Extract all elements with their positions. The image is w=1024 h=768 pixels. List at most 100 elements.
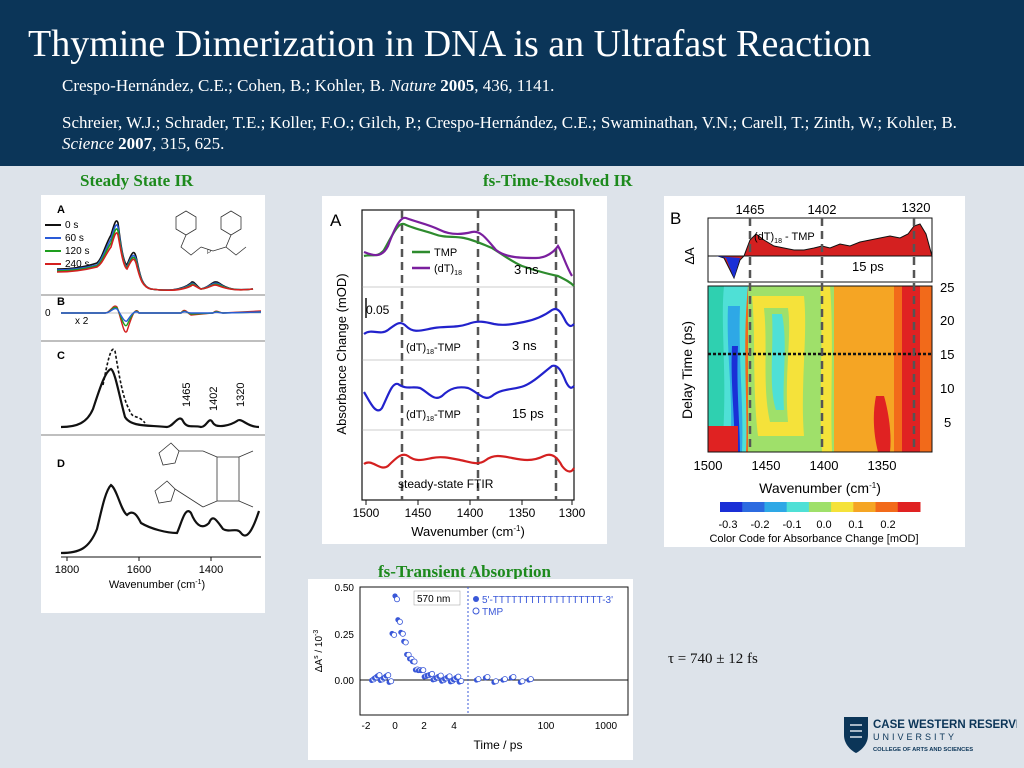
panel-b-xtick-1500: 1500 (694, 458, 723, 473)
scale-x2: x 2 (75, 316, 89, 327)
trace-diff-3ns (363, 307, 575, 335)
label-d: D (57, 458, 65, 470)
logo-college: COLLEGE OF ARTS AND SCIENCES (873, 747, 973, 753)
ta-xtick-1000: 1000 (595, 721, 618, 732)
colorbar-swatch (786, 502, 810, 512)
ta-xtick-m2: -2 (362, 721, 371, 732)
spectrum-60s (56, 224, 254, 291)
difference-240s (61, 305, 262, 333)
legend-60s: 60 s (65, 233, 84, 244)
peak-label-1320: 1320 (902, 200, 931, 215)
panel-b-xtick-1450: 1450 (752, 458, 781, 473)
ytick-20: 20 (940, 313, 954, 328)
colorbar-tick-m02: -0.2 (751, 519, 770, 531)
diff-label-2: (dT)18-TMP (406, 409, 461, 423)
ta-data-points (369, 593, 534, 685)
steady-ir-figure: A 0 s 60 s 120 s 240 s P B 0 x 2 C 1465 … (41, 195, 265, 613)
panel-b-xtick-1400: 1400 (810, 458, 839, 473)
ta-point-tmp (527, 676, 534, 683)
ta-ytick-025: 0.25 (335, 630, 355, 641)
colorbar-tick-02: 0.2 (880, 519, 895, 531)
spectrum-240s (56, 232, 254, 292)
ta-legend-dna: 5'-TTTTTTTTTTTTTTTTTT-3' (482, 595, 613, 606)
spectrum-b-label: (dT)18 - TMP (754, 231, 815, 245)
ta-point-tmp (376, 672, 383, 679)
label-a: A (57, 204, 65, 216)
panel-b-svg: B ΔA 1465 1402 1320 (dT)18 - TMP 15 ps D… (670, 200, 954, 545)
ta-point-tmp (484, 673, 491, 680)
ta-ylabel: ΔAs / 10-3 (313, 630, 325, 673)
thymine-dimer-structure-top: P (175, 210, 247, 256)
legend-240s: 240 s (65, 259, 89, 270)
colorbar (720, 502, 921, 512)
tick-label-1800: 1800 (55, 564, 79, 576)
ta-xtick-100: 100 (538, 721, 555, 732)
spectrum-d (60, 483, 261, 555)
tick-label-1600: 1600 (127, 564, 151, 576)
ref2-journal: Science (62, 134, 114, 153)
colorbar-swatch (764, 502, 788, 512)
logo-name: CASE WESTERN RESERVE (873, 719, 1017, 731)
panel-a-xtick-1450: 1450 (405, 506, 432, 520)
trace-label-15ps: 15 ps (512, 406, 544, 421)
ta-point-tmp (385, 672, 392, 679)
section-steady-ir: Steady State IR (80, 171, 194, 190)
reference-2: Schreier, W.J.; Schrader, T.E.; Koller, … (62, 112, 1002, 154)
colorbar-tick-01: 0.1 (848, 519, 863, 531)
shield-icon (844, 717, 868, 753)
ta-xlabel: Time / ps (474, 738, 523, 752)
cyclobutane-dimer-structure (154, 442, 254, 508)
colorbar-swatch (831, 502, 854, 512)
legend-dt18: (dT)18 (434, 263, 462, 277)
label-b: B (57, 296, 65, 308)
steady-xlabel: Wavenumber (cm-1) (109, 579, 205, 591)
panel-a-dashed-markers (400, 210, 558, 500)
ta-svg: 0.50 0.25 0.00 ΔAs / 10-3 570 nm 5'-TTTT… (313, 583, 629, 752)
logo-university: UNIVERSITY (873, 732, 957, 742)
panel-b-xlabel: Wavenumber (cm-1) (759, 480, 881, 496)
section-fs-ta: fs-Transient Absorption (378, 562, 552, 581)
trace-label-ftir: steady-state FTIR (398, 477, 494, 491)
ta-point-tmp (455, 673, 462, 680)
legend-120s: 120 s (65, 246, 89, 257)
section-fs-ir: fs-Time-Resolved IR (483, 171, 633, 190)
ref2-authors: Schreier, W.J.; Schrader, T.E.; Koller, … (62, 113, 957, 132)
delta-a-label: ΔA (682, 247, 697, 265)
panel-a-xtick-1300: 1300 (559, 506, 586, 520)
ta-legend-tmp: TMP (482, 607, 503, 618)
ta-point-tmp (402, 639, 409, 646)
trace-label-3ns-b: 3 ns (512, 338, 537, 353)
ta-point-tmp (501, 676, 508, 683)
trace-dt18 (363, 216, 573, 277)
ta-xtick-0: 0 (392, 721, 398, 732)
panel-a-label: A (330, 211, 342, 230)
steady-ir-svg: A 0 s 60 s 120 s 240 s P B 0 x 2 C 1465 … (41, 204, 265, 591)
panel-a-xtick-1500: 1500 (353, 506, 380, 520)
colorbar-tick-m01: -0.1 (783, 519, 802, 531)
ta-annotation-box (413, 590, 461, 606)
ta-xtick-4: 4 (451, 721, 457, 732)
panel-a-svg: A TMP (dT)18 3 ns 0.05 (dT)18-TMP 3 ns (… (330, 209, 586, 539)
colorbar-swatch (897, 502, 921, 512)
spectrum-15ps-fill (708, 223, 933, 280)
colorbar-tick-m03: -0.3 (719, 519, 738, 531)
header: Thymine Dimerization in DNA is an Ultraf… (0, 0, 1024, 166)
colorbar-swatch (875, 502, 899, 512)
peak-label-1402: 1402 (808, 202, 837, 217)
ta-point-tmp (391, 631, 398, 638)
ref2-rest: , 315, 625. (152, 134, 225, 153)
panel-a-xtick-1400: 1400 (457, 506, 484, 520)
panel-a-xtick-1350: 1350 (509, 506, 536, 520)
page-title: Thymine Dimerization in DNA is an Ultraf… (28, 23, 872, 65)
spectrum-c-solid (60, 367, 260, 429)
colorbar-swatch (808, 502, 832, 512)
ta-xtick-2: 2 (421, 721, 427, 732)
tau-value: τ = 740 ± 12 fs (668, 651, 758, 667)
ta-point-tmp (510, 673, 517, 680)
ta-point-tmp (429, 670, 436, 677)
panel-a-frame (361, 209, 575, 501)
panel-b-figure: B ΔA 1465 1402 1320 (dT)18 - TMP 15 ps D… (664, 196, 965, 547)
ta-ytick-000: 0.00 (335, 676, 355, 687)
ta-point-tmp (399, 630, 406, 637)
peak-1320: 1320 (235, 383, 247, 407)
